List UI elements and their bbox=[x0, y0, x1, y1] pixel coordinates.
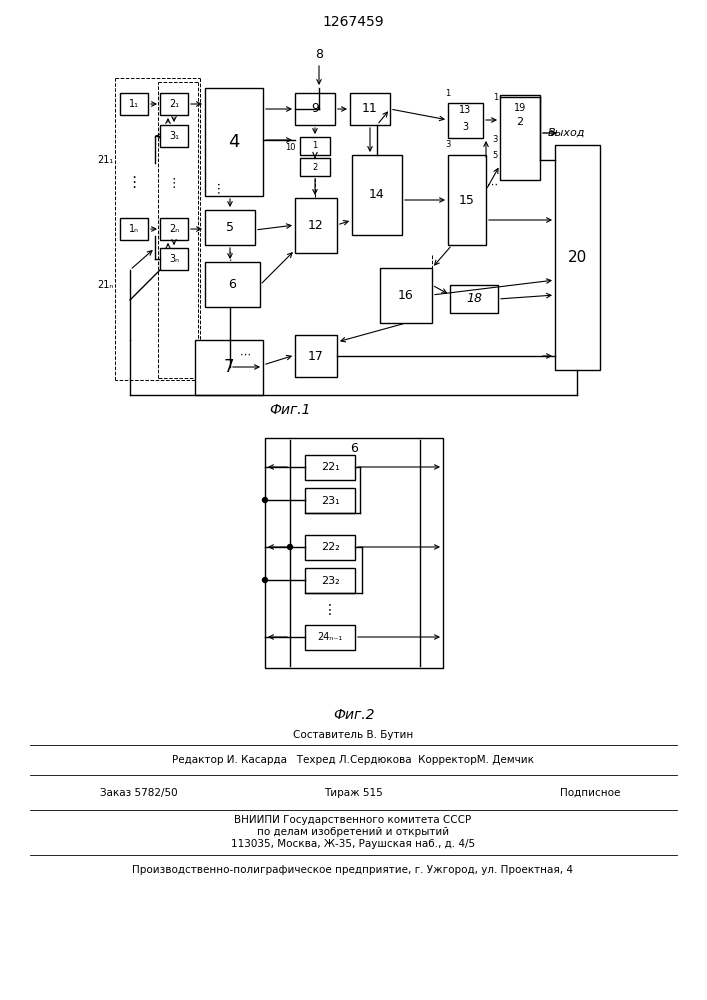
Text: 113035, Москва, Ж-35, Раушская наб., д. 4/5: 113035, Москва, Ж-35, Раушская наб., д. … bbox=[231, 839, 475, 849]
Bar bbox=[300, 158, 330, 176]
Bar bbox=[305, 535, 355, 560]
Text: Заказ 5782/50: Заказ 5782/50 bbox=[100, 788, 177, 798]
Text: Составитель В. Бутин: Составитель В. Бутин bbox=[293, 730, 413, 740]
Text: 1₁: 1₁ bbox=[129, 99, 139, 109]
Text: 1: 1 bbox=[312, 141, 317, 150]
Text: ВНИИПИ Государственного комитета СССР: ВНИИПИ Государственного комитета СССР bbox=[235, 815, 472, 825]
Bar bbox=[160, 218, 188, 240]
Bar bbox=[305, 625, 355, 650]
Bar bbox=[295, 93, 335, 125]
Bar bbox=[295, 198, 337, 253]
Text: 12: 12 bbox=[308, 219, 324, 232]
Text: 23₁: 23₁ bbox=[321, 495, 339, 506]
Text: Подписное: Подписное bbox=[560, 788, 620, 798]
Text: 3: 3 bbox=[493, 135, 498, 144]
Text: 3ₙ: 3ₙ bbox=[169, 254, 179, 264]
Bar bbox=[305, 455, 355, 480]
Bar bbox=[160, 125, 188, 147]
Bar bbox=[380, 268, 432, 323]
Bar bbox=[265, 438, 443, 668]
Bar bbox=[120, 218, 148, 240]
Circle shape bbox=[262, 578, 267, 582]
Bar bbox=[500, 95, 540, 180]
Text: 10: 10 bbox=[286, 142, 296, 151]
Text: 4: 4 bbox=[228, 133, 240, 151]
Text: 18: 18 bbox=[466, 292, 482, 306]
Bar bbox=[450, 285, 498, 313]
Text: 5: 5 bbox=[226, 221, 234, 234]
Text: 3: 3 bbox=[462, 122, 469, 132]
Bar bbox=[205, 88, 263, 196]
Text: Выход: Выход bbox=[548, 128, 585, 138]
Text: 22₂: 22₂ bbox=[321, 542, 339, 552]
Text: Тираж 515: Тираж 515 bbox=[324, 788, 382, 798]
Text: по делам изобретений и открытий: по делам изобретений и открытий bbox=[257, 827, 449, 837]
Text: 22₁: 22₁ bbox=[321, 462, 339, 473]
Text: 2ₙ: 2ₙ bbox=[169, 224, 179, 234]
Text: ⋮: ⋮ bbox=[127, 176, 141, 190]
Bar bbox=[120, 93, 148, 115]
Text: 5: 5 bbox=[493, 150, 498, 159]
Text: 7: 7 bbox=[223, 359, 234, 376]
Text: ⋯: ⋯ bbox=[211, 181, 225, 193]
Text: 3₁: 3₁ bbox=[169, 131, 179, 141]
Text: 1: 1 bbox=[493, 93, 498, 102]
Text: Фиг.2: Фиг.2 bbox=[333, 708, 375, 722]
Text: Фиг.1: Фиг.1 bbox=[269, 403, 311, 417]
Text: 6: 6 bbox=[228, 278, 236, 291]
Bar bbox=[300, 137, 330, 155]
Bar bbox=[305, 488, 355, 513]
Text: 1267459: 1267459 bbox=[322, 15, 384, 29]
Bar bbox=[160, 248, 188, 270]
Circle shape bbox=[288, 544, 293, 550]
Text: 17: 17 bbox=[308, 350, 324, 362]
Text: 19: 19 bbox=[514, 103, 526, 113]
Text: 21ₙ: 21ₙ bbox=[97, 280, 113, 290]
Text: 9: 9 bbox=[311, 103, 319, 115]
Text: ⋮: ⋮ bbox=[323, 603, 337, 617]
Text: ⋯: ⋯ bbox=[225, 248, 235, 260]
Text: 3: 3 bbox=[445, 140, 450, 149]
Text: 6: 6 bbox=[350, 442, 358, 454]
Text: 1ₙ: 1ₙ bbox=[129, 224, 139, 234]
Bar bbox=[352, 155, 402, 235]
Text: 24ₙ₋₁: 24ₙ₋₁ bbox=[317, 633, 343, 643]
Bar bbox=[160, 93, 188, 115]
Text: 20: 20 bbox=[568, 250, 587, 265]
Bar bbox=[205, 262, 260, 307]
Text: 11: 11 bbox=[362, 103, 378, 115]
Text: Редактор И. Касарда   Техред Л.Сердюкова  КорректорМ. Демчик: Редактор И. Касарда Техред Л.Сердюкова К… bbox=[172, 755, 534, 765]
Text: ⋯: ⋯ bbox=[240, 350, 250, 360]
Bar bbox=[350, 93, 390, 125]
Bar bbox=[195, 340, 263, 395]
Text: 1: 1 bbox=[445, 89, 450, 98]
Text: 14: 14 bbox=[369, 188, 385, 202]
Text: 13: 13 bbox=[460, 105, 472, 115]
Text: 2₁: 2₁ bbox=[169, 99, 179, 109]
Circle shape bbox=[262, 497, 267, 502]
Text: 15: 15 bbox=[459, 194, 475, 207]
Text: 2: 2 bbox=[312, 162, 317, 172]
Text: Производственно-полиграфическое предприятие, г. Ужгород, ул. Проектная, 4: Производственно-полиграфическое предприя… bbox=[132, 865, 573, 875]
Text: 16: 16 bbox=[398, 289, 414, 302]
Bar bbox=[305, 568, 355, 593]
Text: 21₁: 21₁ bbox=[97, 155, 113, 165]
Text: ⋯: ⋯ bbox=[486, 180, 498, 190]
Text: 23₂: 23₂ bbox=[321, 576, 339, 585]
Text: ⋮: ⋮ bbox=[168, 176, 180, 190]
Bar bbox=[448, 155, 486, 245]
Bar bbox=[448, 103, 483, 138]
Text: 2: 2 bbox=[516, 117, 524, 127]
Text: 8: 8 bbox=[315, 48, 323, 62]
Bar bbox=[205, 210, 255, 245]
Bar bbox=[555, 145, 600, 370]
Bar bbox=[295, 335, 337, 377]
